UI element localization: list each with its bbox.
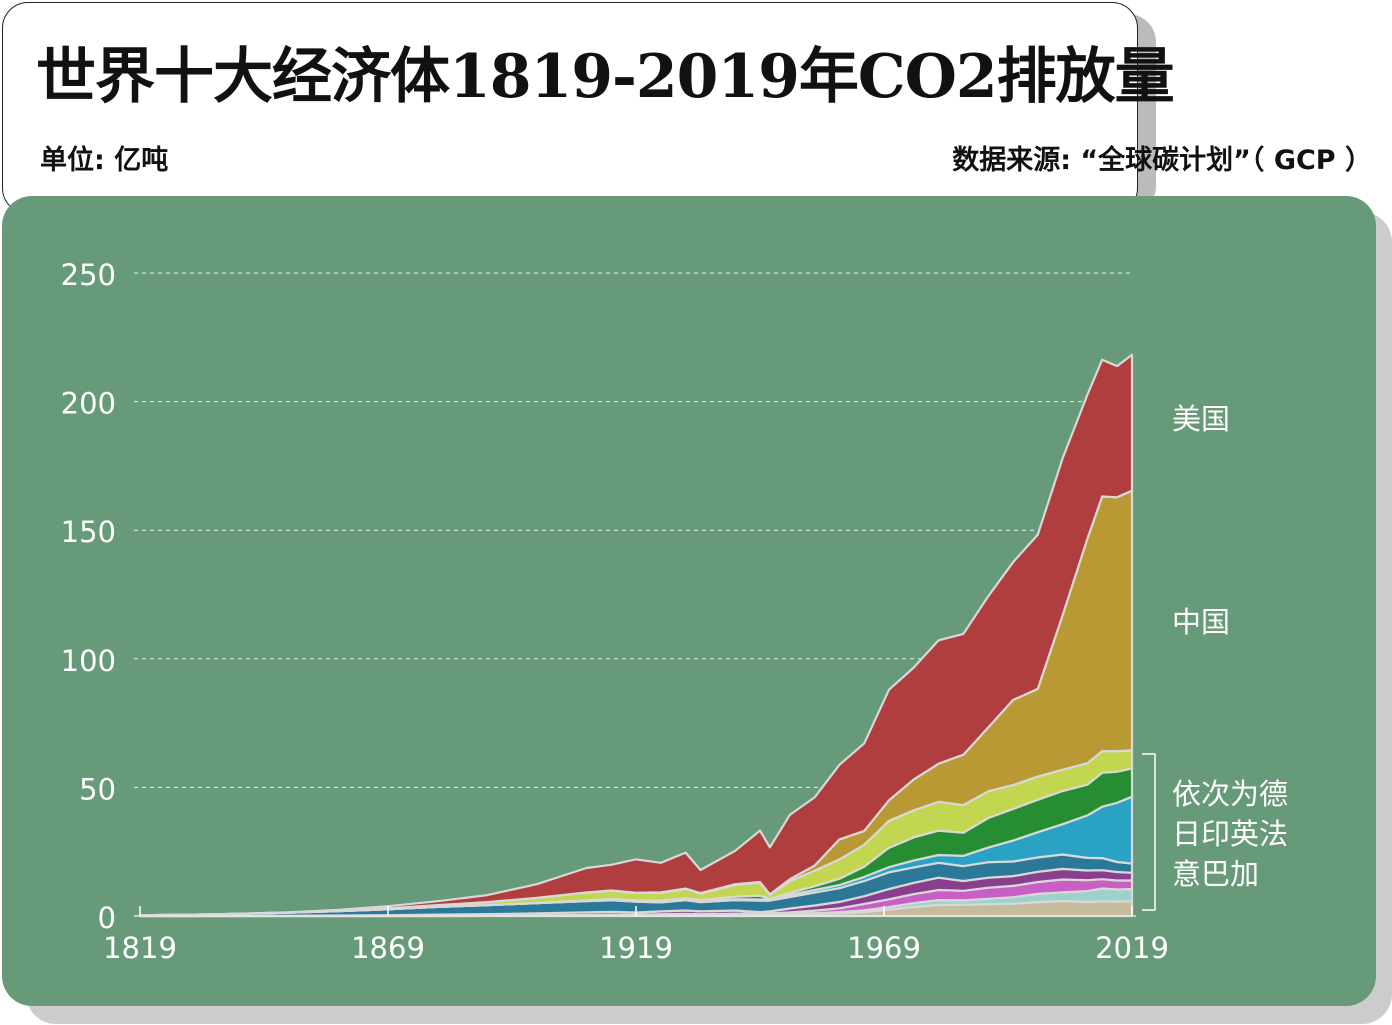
ytick-label: 50: [79, 772, 116, 806]
label-china: 中国: [1172, 605, 1230, 639]
area-series: [138, 353, 1134, 918]
label-others-line1: 依次为德: [1172, 777, 1288, 811]
label-others-line3: 意巴加: [1172, 857, 1259, 891]
title-card: [2, 2, 1138, 214]
gridlines: [134, 272, 1130, 788]
chart-title: 世界十大经济体1819-2019年CO2排放量: [36, 42, 1175, 112]
xtick-label: 1919: [599, 931, 673, 965]
ytick-label: 250: [61, 258, 116, 292]
series-labels: 美国 中国 依次为德 日印英法 意巴加: [1142, 402, 1288, 911]
label-usa: 美国: [1172, 402, 1230, 436]
ytick-label: 100: [61, 644, 116, 678]
label-others-line2: 日印英法: [1172, 817, 1288, 851]
others-bracket: [1142, 753, 1156, 911]
unit-label: 单位: 亿吨: [40, 145, 169, 176]
xtick-label: 1819: [103, 931, 177, 965]
ytick-label: 200: [61, 387, 116, 421]
ytick-label: 150: [61, 515, 116, 549]
xtick-label: 2019: [1095, 931, 1169, 965]
area-usa: [138, 353, 1134, 917]
source-label: 数据来源: “全球碳计划”（ GCP ）: [952, 145, 1372, 176]
xtick-label: 1969: [847, 931, 921, 965]
tick-labels: 0 50 100 150 200 250 1819 1869 1919 1969 2019: [61, 258, 1169, 965]
xtick-label: 1869: [351, 931, 425, 965]
ytick-label: 0: [98, 901, 116, 935]
